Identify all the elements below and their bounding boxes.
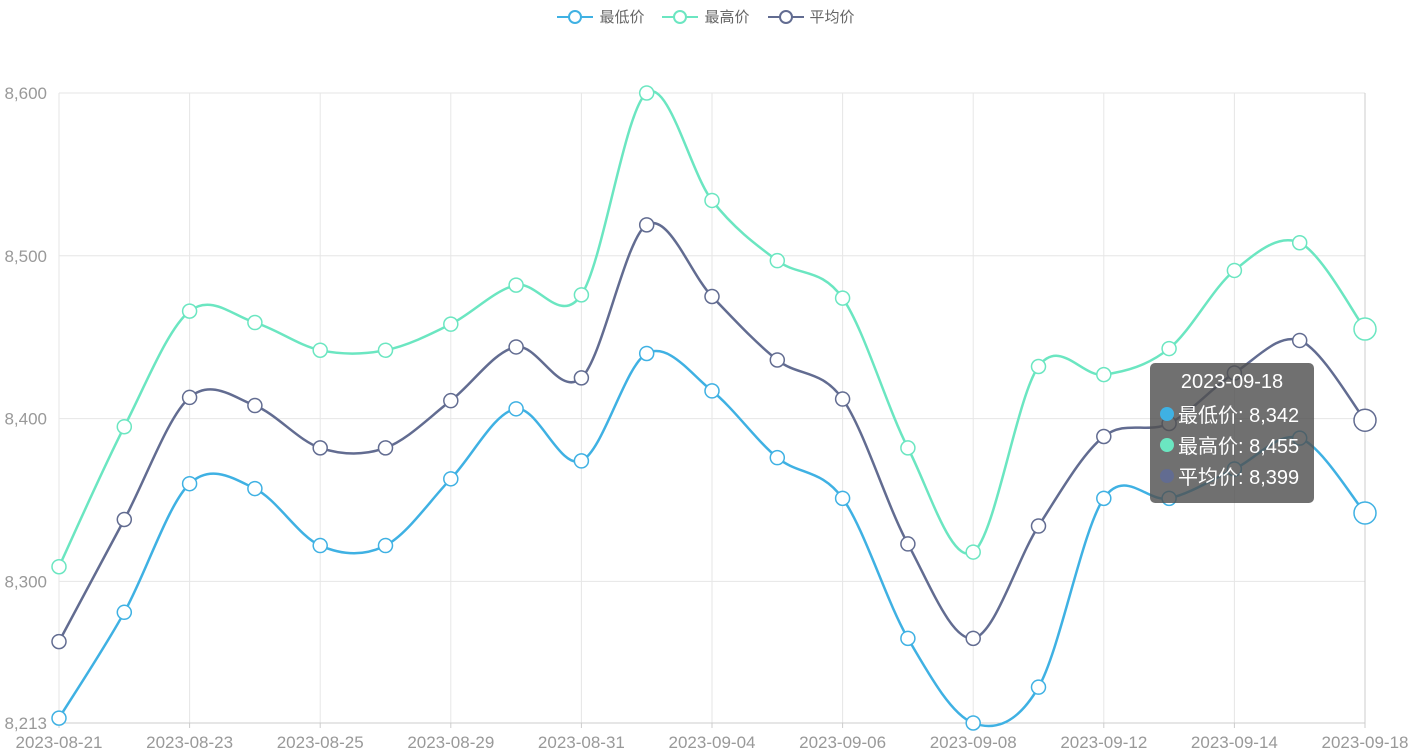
data-point [834,490,851,507]
legend-label-low: 最低价 [599,9,645,26]
tooltip-row-label: 平均价: 8,399 [1178,467,1300,489]
legend-line-icon [557,9,594,24]
data-point [116,604,133,621]
data-point [1030,679,1047,695]
data-point [769,252,786,269]
data-point [769,352,786,368]
data-point [377,537,394,554]
data-point [181,389,198,406]
data-point [51,558,67,575]
y-tick-label: 8,500 [4,247,47,266]
data-point [116,511,133,528]
data-point [247,397,263,414]
data-point [1353,408,1377,432]
x-tick-label: 2023-09-18 [1322,733,1409,752]
tooltip-title: 2023-09-18 [1180,371,1284,393]
x-tick-label: 2023-08-25 [277,733,364,752]
tooltip-marker-icon [1160,406,1174,421]
data-point [508,401,524,417]
legend-item-high[interactable]: 最高价 [662,6,750,27]
tooltip-row-low: 最低价: 8,342 [1160,398,1304,429]
chart-tooltip: 2023-09-18 最低价: 8,342 最高价: 8,455 平均价: 8,… [1150,363,1314,503]
data-point [834,290,851,306]
x-tick-label: 2023-08-29 [407,733,494,752]
data-point [1030,358,1047,375]
x-tick-label: 2023-09-12 [1060,733,1147,752]
data-point [900,630,916,647]
data-point [312,537,328,554]
data-point [1226,262,1243,279]
data-point [900,440,916,456]
x-tick-label: 2023-08-23 [146,733,233,752]
data-point [704,192,720,209]
data-point [704,288,720,305]
data-point [573,370,590,386]
data-point [377,342,394,358]
legend-label-high: 最高价 [704,9,750,26]
data-point [704,383,720,399]
data-point [965,715,981,731]
data-point [51,710,67,726]
x-tick-label: 2023-08-31 [538,733,625,752]
data-point [1096,428,1112,445]
y-tick-label: 8,300 [4,572,47,591]
data-point [1291,235,1308,251]
tooltip-marker-icon [1160,468,1174,483]
data-point [508,277,524,293]
legend-line-icon [767,9,804,24]
legend-item-low[interactable]: 最低价 [557,6,644,27]
x-tick-label: 2023-08-21 [16,733,103,752]
tooltip-marker-icon [1160,437,1174,452]
data-point [1161,340,1177,357]
data-point [312,440,328,456]
data-point [1030,518,1047,534]
data-point [1096,366,1112,383]
data-point [443,316,459,332]
tooltip-row-label: 最低价: 8,342 [1178,405,1300,427]
data-point [247,480,263,497]
data-point [181,303,198,319]
y-tick-label: 8,213 [4,714,47,733]
tooltip-row-high: 最高价: 8,455 [1160,429,1304,460]
data-point [900,536,916,552]
data-point [573,453,590,469]
data-point [965,544,981,560]
y-tick-label: 8,400 [4,410,47,429]
legend-item-avg[interactable]: 平均价 [767,6,855,27]
tooltip-row-avg: 平均价: 8,399 [1160,460,1304,491]
data-point [181,475,198,492]
data-point [573,287,590,303]
data-point [443,392,459,409]
y-tick-label: 8,600 [4,84,47,103]
tooltip-row-label: 最高价: 8,455 [1178,436,1300,458]
data-point [638,345,655,362]
x-tick-label: 2023-09-14 [1191,733,1278,752]
data-point [1291,332,1308,349]
data-point [116,418,133,435]
data-point [965,630,981,647]
data-point [834,391,851,407]
data-point [443,471,459,487]
data-point [769,449,786,466]
data-point [51,633,67,650]
data-point [1353,501,1377,525]
x-tick-label: 2023-09-06 [799,733,886,752]
data-point [638,85,655,101]
data-point [638,217,655,233]
legend-line-icon [662,9,699,24]
data-point [1096,490,1112,507]
data-point [508,339,524,355]
data-point [1353,317,1377,341]
legend-label-avg: 平均价 [809,9,855,26]
x-tick-label: 2023-09-04 [669,733,756,752]
data-point [377,440,394,456]
data-point [247,314,263,331]
x-tick-label: 2023-09-08 [930,733,1017,752]
chart-legend: 最低价 最高价 平均价 [0,6,1412,27]
data-point [312,342,328,358]
